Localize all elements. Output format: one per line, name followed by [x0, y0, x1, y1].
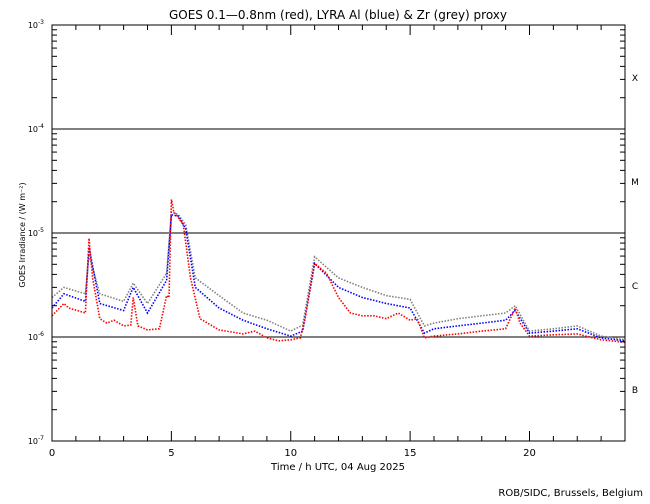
y-tick-label: 10-5 [28, 227, 44, 238]
y-tick-label: 10-6 [28, 331, 44, 342]
flare-class-label: B [632, 386, 638, 396]
x-axis-label: Time / h UTC, 04 Aug 2025 [270, 462, 405, 473]
flare-class-label: X [632, 74, 638, 84]
x-tick-label: 10 [284, 448, 297, 459]
x-tick-label: 20 [523, 448, 536, 459]
credit-text: ROB/SIDC, Brussels, Belgium [498, 488, 643, 499]
flare-class-label: C [632, 282, 638, 292]
y-tick-label: 10-3 [28, 19, 44, 30]
x-tick-label: 15 [404, 448, 417, 459]
series-line-goes-0-1-0-8nm [51, 199, 626, 344]
y-axis-label: GOES Irradiance / (W m⁻²) [18, 182, 27, 287]
y-tick-label: 10-7 [28, 435, 44, 446]
flare-class-label: M [631, 178, 639, 188]
series-line-lyra-al-proxy [51, 213, 626, 342]
series-line-lyra-zr-proxy [51, 210, 626, 341]
x-tick-label: 0 [49, 448, 55, 459]
chart-title: GOES 0.1—0.8nm (red), LYRA Al (blue) & Z… [169, 8, 507, 22]
y-tick-label: 10-4 [28, 123, 44, 134]
x-tick-label: 5 [168, 448, 174, 459]
